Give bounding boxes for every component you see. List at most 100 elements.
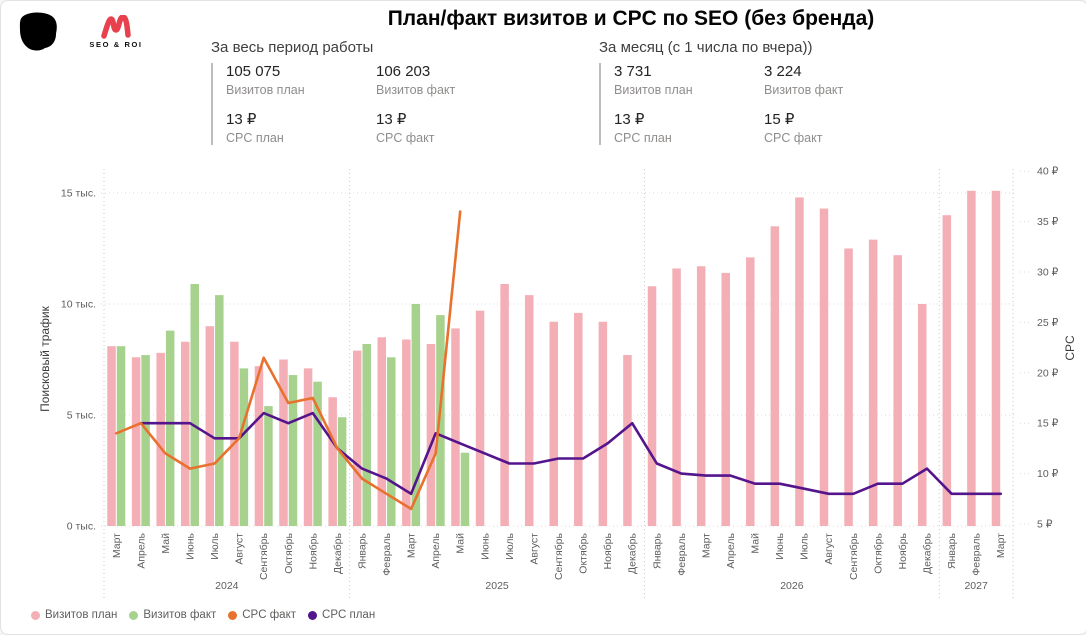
bar-visits-plan[interactable] [598,321,608,526]
bar-visits-plan[interactable] [623,355,632,526]
bar-visits-plan[interactable] [107,346,116,526]
bar-visits-fact[interactable] [387,357,396,526]
bar-visits-plan[interactable] [377,337,387,526]
x-tick-month: Май [160,533,172,554]
y-right-tick-label: 35 ₽ [1037,216,1059,228]
x-tick-month: Октябрь [283,532,295,573]
bar-visits-fact[interactable] [264,406,273,526]
seo-roi-logo: SEO & ROI [83,15,149,49]
bar-visits-fact[interactable] [190,284,199,526]
bar-visits-fact[interactable] [215,295,224,526]
y-right-tick-label: 5 ₽ [1037,519,1053,531]
x-tick-month: Сентябрь [553,532,565,580]
x-tick-year: 2027 [964,580,988,592]
bar-visits-fact[interactable] [362,343,371,526]
bar-visits-plan[interactable] [991,190,1001,526]
bar-visits-plan[interactable] [303,368,313,526]
bar-visits-plan[interactable] [696,266,706,526]
metric-value: 3 224 [764,63,802,80]
bar-visits-plan[interactable] [230,341,239,526]
metric-label: Визитов факт [764,83,844,97]
bar-visits-plan[interactable] [844,248,853,527]
line-cpc-plan[interactable] [139,411,1002,496]
bar-visits-plan[interactable] [156,352,165,526]
bar-visits-plan[interactable] [402,339,411,526]
bar-visits-fact[interactable] [313,381,322,526]
bar-visits-plan[interactable] [647,286,657,526]
metric-cpc-plan: 13 ₽ CPC план [226,110,376,145]
bar-visits-plan[interactable] [475,310,485,526]
bar-visits-plan[interactable] [868,239,878,526]
metric-value: 13 ₽ [226,111,257,128]
metric-visits-fact: 106 203 Визитов факт [376,63,591,97]
legend-item-visits-fact[interactable]: Визитов факт [129,609,216,621]
legend-label: CPC план [322,609,376,621]
x-tick-month: Ноябрь [602,532,614,569]
bar-visits-plan[interactable] [451,328,460,526]
metric-label: Визитов план [226,83,305,97]
bar-visits-plan[interactable] [672,268,681,526]
bar-visits-fact[interactable] [239,368,249,526]
bar-visits-fact[interactable] [288,375,298,526]
y-left-tick-label: 15 тыс. [61,188,96,200]
legend-item-cpc-plan[interactable]: CPC план [308,609,375,621]
bar-visits-plan[interactable] [352,350,362,526]
metric-label: Визитов факт [376,83,456,97]
x-tick-month: Декабрь [627,532,639,573]
bar-visits-plan[interactable] [426,343,436,526]
y-right-axis-title: CPC [1063,335,1077,361]
legend-item-visits-plan[interactable]: Визитов план [31,609,117,621]
bar-visits-plan[interactable] [180,341,190,526]
bar-visits-plan[interactable] [254,366,264,526]
bar-visits-plan[interactable] [918,304,927,526]
x-tick-month: Май [455,533,467,554]
bar-visits-fact[interactable] [141,355,150,526]
x-tick-month: Июль [504,532,516,559]
bar-visits-plan[interactable] [721,272,730,526]
line-cpc-fact[interactable] [115,210,462,511]
bar-visits-plan[interactable] [524,295,534,526]
legend-dot-cpc-fact [228,610,238,620]
bar-visits-plan[interactable] [746,257,755,526]
x-tick-month: Сентябрь [258,532,270,580]
metric-visits-plan: 105 075 Визитов план [226,63,376,97]
x-tick-month: Апрель [135,532,147,568]
metric-label: CPC факт [376,131,435,145]
y-right-tick-label: 30 ₽ [1037,267,1059,279]
x-tick-month: Март [700,533,712,558]
bar-visits-fact[interactable] [436,315,445,526]
stats-panel-all-period: За весь период работы 105 075 Визитов пл… [211,39,591,145]
metric-value: 3 731 [614,63,652,80]
bar-visits-fact[interactable] [337,417,347,526]
bar-visits-plan[interactable] [500,284,509,526]
x-tick-month: Март [406,533,418,558]
x-tick-month: Сентябрь [848,532,860,580]
bar-visits-plan[interactable] [795,197,804,526]
y-left-tick-label: 5 тыс. [67,410,96,422]
bar-visits-plan[interactable] [328,397,337,526]
x-tick-month: Январь [946,532,958,569]
bar-visits-plan[interactable] [819,208,829,527]
bar-visits-plan[interactable] [131,357,141,526]
panel-metrics: 105 075 Визитов план 106 203 Визитов фак… [211,63,591,145]
bar-visits-plan[interactable] [967,190,976,526]
x-tick-month: Февраль [971,532,983,575]
bar-visits-plan[interactable] [205,326,215,526]
bar-visits-fact[interactable] [165,330,175,526]
bar-visits-plan[interactable] [279,359,288,527]
bar-visits-plan[interactable] [770,226,780,527]
bar-visits-plan[interactable] [549,321,559,526]
bar-visits-fact[interactable] [460,452,470,526]
legend-item-cpc-fact[interactable]: CPC факт [228,609,296,621]
bar-visits-fact[interactable] [116,346,126,526]
bar-visits-fact[interactable] [411,304,421,526]
x-tick-month: Декабрь [922,532,934,573]
metric-label: CPC план [226,131,284,145]
y-right-tick-label: 15 ₽ [1037,418,1059,430]
bar-visits-plan[interactable] [574,312,583,526]
bar-visits-plan[interactable] [942,215,952,526]
x-tick-month: Февраль [676,532,688,575]
bar-visits-plan[interactable] [893,255,902,526]
x-tick-year: 2024 [215,580,239,592]
